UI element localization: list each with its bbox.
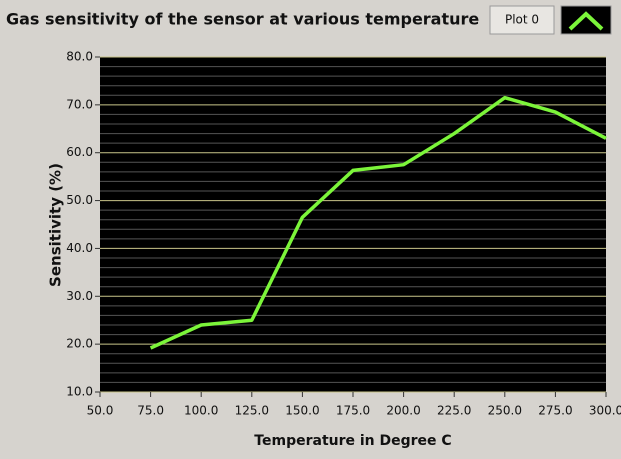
legend-swatch [568,11,604,31]
x-tick-label: 300.0 [589,404,621,418]
chart-title: Gas sensitivity of the sensor at various… [6,10,479,29]
y-tick-label: 20.0 [66,337,93,351]
y-tick-label: 80.0 [66,50,93,64]
x-tick-label: 175.0 [336,404,370,418]
y-tick-label: 70.0 [66,97,93,111]
legend-label: Plot 0 [505,13,539,27]
x-tick-label: 100.0 [184,404,218,418]
x-tick-label: 275.0 [538,404,572,418]
legend-box [489,5,555,35]
x-axis-label: Temperature in Degree C [254,433,451,449]
x-tick-label: 250.0 [488,404,522,418]
x-tick-label: 50.0 [87,404,114,418]
y-tick-label: 30.0 [66,289,93,303]
y-axis-label: Sensitivity (%) [47,163,65,287]
x-tick-label: 200.0 [386,404,420,418]
x-tick-label: 225.0 [437,404,471,418]
x-tick-label: 75.0 [137,404,164,418]
y-tick-label: 60.0 [66,145,93,159]
data-line [149,95,607,350]
plot-area [100,57,606,392]
y-tick-label: 40.0 [66,241,93,255]
y-tick-label: 50.0 [66,193,93,207]
legend-icon-box [560,5,612,35]
x-tick-label: 150.0 [285,404,319,418]
y-tick-label: 10.0 [66,385,93,399]
x-tick-label: 125.0 [235,404,269,418]
